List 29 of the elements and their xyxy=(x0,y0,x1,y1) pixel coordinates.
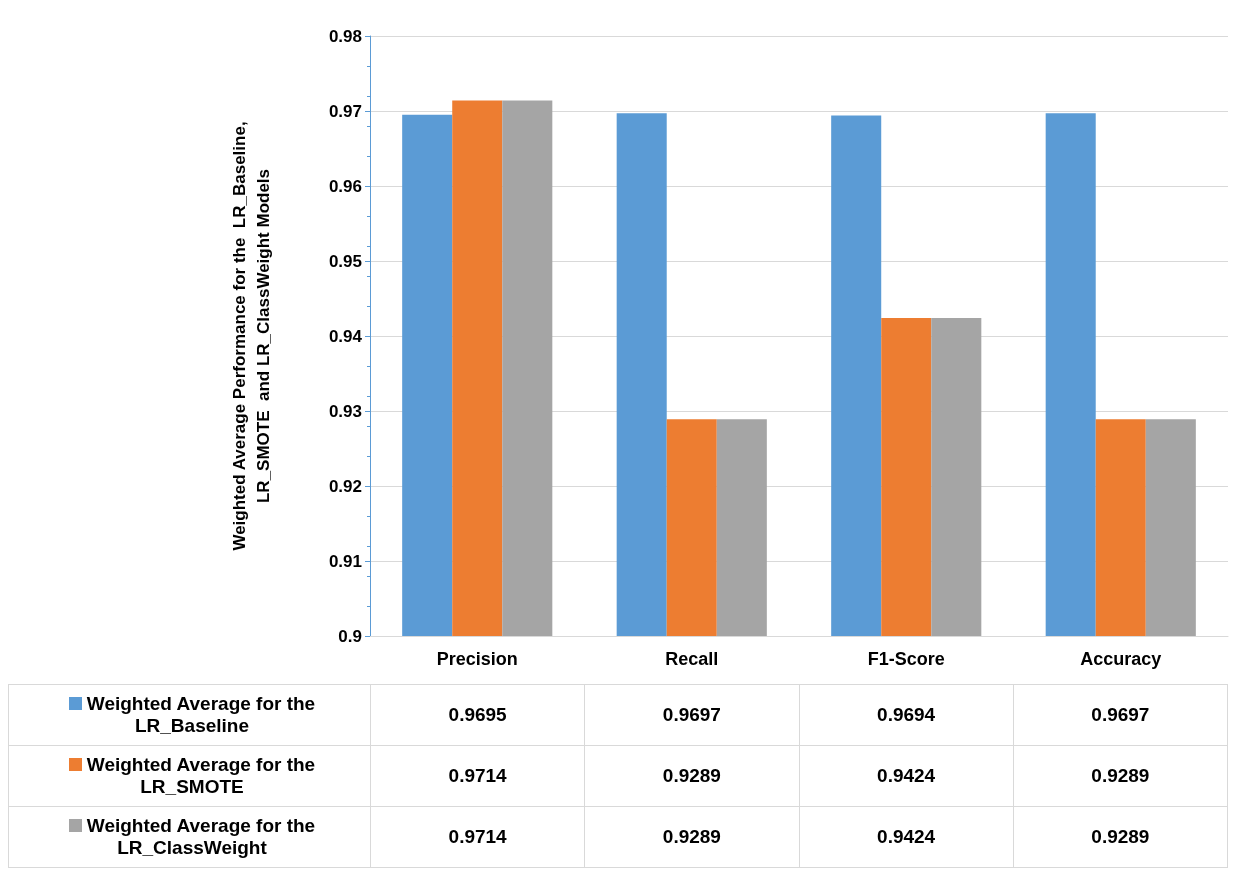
legend-label: Weighted Average for the LR_SMOTE xyxy=(86,754,316,797)
data-label: 0.9695 xyxy=(370,684,585,746)
data-label: 0.9289 xyxy=(584,745,799,807)
y-tick-label: 0.94 xyxy=(328,326,363,346)
y-tick-label: 0.93 xyxy=(328,401,362,421)
data-label: 0.9697 xyxy=(1013,684,1228,746)
y-axis-title: Weighted Average Performance for the LR_Baseline, LR_SMOTE and LR_ClassWeight Models xyxy=(229,121,273,551)
y-tick-label: 0.91 xyxy=(328,551,362,571)
data-label: 0.9694 xyxy=(799,684,1014,746)
data-label: 0.9289 xyxy=(1013,806,1228,868)
y-tick-label: 0.92 xyxy=(328,476,362,496)
x-tick-label: Accuracy xyxy=(1080,649,1162,669)
x-tick-label: Precision xyxy=(436,649,518,669)
legend-label: Weighted Average for the LR_Baseline xyxy=(86,693,316,736)
legend-label: Weighted Average for the LR_ClassWeight xyxy=(86,815,316,858)
data-label: 0.9424 xyxy=(799,806,1014,868)
x-tick-label: F1-Score xyxy=(867,649,945,669)
y-tick-label: 0.97 xyxy=(328,101,362,121)
data-label: 0.9714 xyxy=(370,745,585,807)
y-tick-label: 0.9 xyxy=(338,626,362,646)
data-label: 0.9289 xyxy=(1013,745,1228,807)
y-tick-label: 0.95 xyxy=(328,251,362,271)
y-tick-label: 0.98 xyxy=(328,26,362,46)
data-label: 0.9714 xyxy=(370,806,585,868)
x-tick-label: Recall xyxy=(665,649,719,669)
data-label: 0.9697 xyxy=(584,684,799,746)
data-label: 0.9289 xyxy=(584,806,799,868)
data-label: 0.9424 xyxy=(799,745,1014,807)
y-tick-label: 0.96 xyxy=(328,176,362,196)
